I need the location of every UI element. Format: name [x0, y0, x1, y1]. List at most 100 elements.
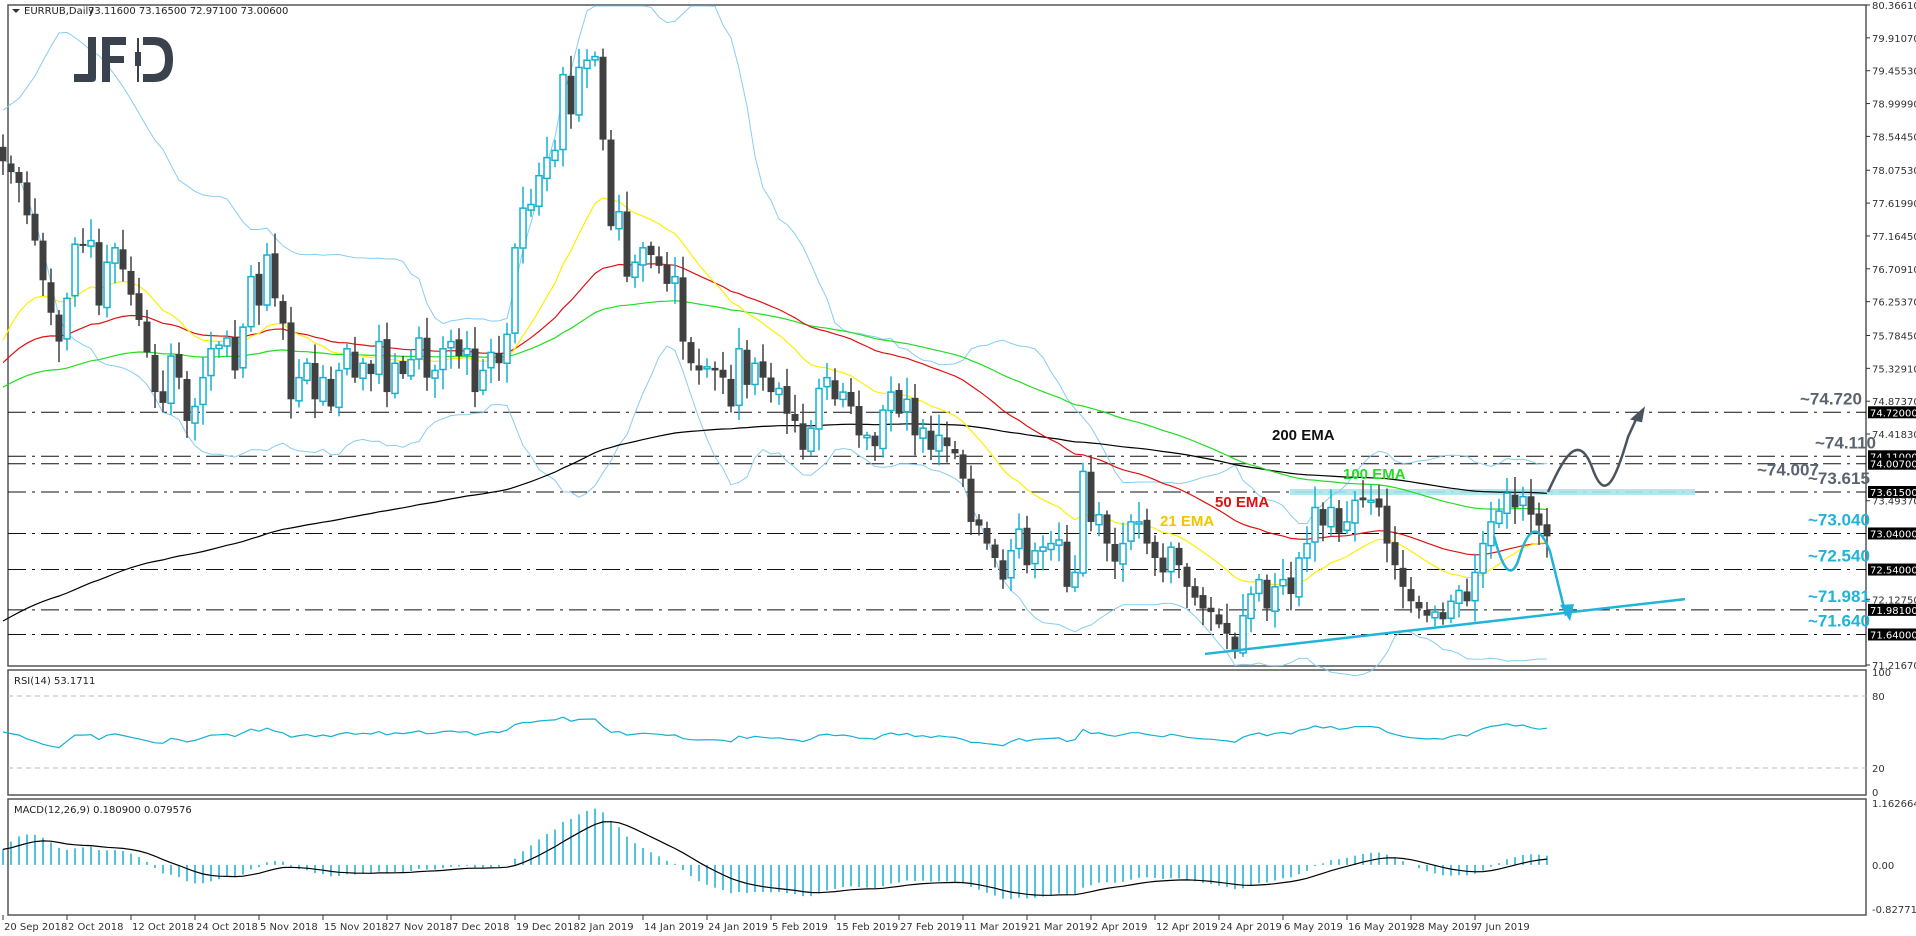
date-tick: 5 Feb 2019: [772, 922, 828, 933]
bear-candle: [327, 366, 335, 412]
ema-label: 50 EMA: [1215, 494, 1269, 511]
bear-candle: [719, 351, 727, 395]
bull-candle: [319, 365, 327, 406]
bear-candle: [1087, 455, 1095, 532]
bear-candle: [767, 362, 775, 403]
bear-candle: [383, 322, 391, 408]
bull-candle: [191, 398, 199, 441]
level-price-tag: 71.98100: [1868, 603, 1916, 617]
bear-candle: [175, 342, 183, 390]
bull-candle: [519, 186, 527, 264]
bear-candle: [471, 327, 479, 408]
bear-candle: [351, 336, 359, 383]
level-price-tag: 74.00700: [1868, 457, 1916, 471]
macd-title: MACD(12,26,9) 0.180900 0.079576: [14, 805, 192, 816]
bull-candle: [391, 353, 399, 399]
bear-candle: [1527, 479, 1535, 535]
rsi-line: [2, 716, 1548, 749]
bear-candle: [1463, 578, 1471, 607]
bear-candle: [791, 394, 799, 433]
bear-candle: [991, 538, 999, 568]
bear-candle: [151, 343, 159, 408]
scenario-arrows[interactable]: [1492, 406, 1645, 622]
bull-candle: [1279, 558, 1287, 595]
macd-signal-line: [2, 821, 1548, 896]
level-price-tag: 73.04000: [1868, 527, 1916, 540]
price-tick: 79.45530: [1872, 67, 1916, 78]
level-label: ~73.615: [1808, 469, 1870, 488]
main-panel: [7, 4, 1867, 667]
ohlc-values: 73.11600 73.16500 72.97100 73.00600: [88, 6, 288, 17]
bull-candle: [303, 358, 311, 385]
bull-candle: [215, 341, 223, 358]
macd-indicator: 1.162664 0.00 -0.827713: [2, 799, 1916, 916]
bullish-scenario-arrow[interactable]: [1546, 418, 1638, 493]
bearish-scenario-arrow[interactable]: [1492, 530, 1568, 617]
bull-candle: [239, 323, 247, 378]
bull-candle: [1015, 513, 1023, 559]
bull-candle: [631, 254, 639, 288]
bear-candle: [1103, 510, 1111, 562]
bull-candle: [295, 359, 303, 408]
bull-candle: [63, 292, 71, 351]
support-trendline[interactable]: [1204, 597, 1686, 656]
bull-candle: [343, 342, 351, 376]
bull-candle: [447, 329, 455, 369]
price-tick: 72.12750: [1872, 595, 1916, 606]
ema200-line: [2, 423, 1548, 622]
bull-candle: [415, 326, 423, 370]
collapse-triangle-icon[interactable]: [12, 9, 20, 13]
bull-candle: [247, 265, 255, 332]
bear-candle: [55, 310, 63, 363]
bull-candle: [575, 48, 583, 122]
svg-text:74.72000: 74.72000: [1870, 408, 1916, 419]
date-tick: 6 May 2019: [1284, 922, 1343, 933]
price-tick: 75.32910: [1872, 364, 1916, 375]
bear-candle: [607, 129, 615, 231]
bear-candle: [127, 256, 135, 306]
bull-candle: [1519, 486, 1527, 521]
arrow-down-head-icon: [1560, 604, 1574, 622]
level-label: ~74.720: [1800, 389, 1862, 408]
date-tick: 12 Oct 2018: [132, 922, 194, 933]
bull-candle: [1007, 538, 1015, 591]
bull-candle: [935, 414, 943, 466]
bear-candle: [647, 241, 655, 269]
bear-candle: [871, 431, 879, 461]
bull-candle: [815, 378, 823, 451]
bull-candle: [1303, 526, 1311, 573]
level-label: ~71.640: [1808, 611, 1870, 630]
date-tick: 7 Jun 2019: [1476, 922, 1530, 933]
bear-candle: [1151, 535, 1159, 576]
bollinger-upper: [2, 5, 1548, 524]
level-price-tag: 74.72000: [1868, 406, 1916, 419]
bear-candle: [695, 348, 703, 385]
bear-candle: [1023, 515, 1031, 574]
trendline[interactable]: [1204, 597, 1686, 656]
bear-candle: [983, 521, 991, 550]
bull-candle: [1327, 489, 1335, 537]
bull-candle: [1255, 573, 1263, 602]
price-tick: 79.91070: [1872, 34, 1916, 45]
date-tick: 7 Dec 2018: [452, 922, 510, 933]
bear-candle: [975, 514, 983, 536]
horizontal-levels[interactable]: 74.7200074.1100074.0070073.6150073.04000…: [8, 406, 1916, 641]
price-axis: 80.36610 79.91070 79.45530 78.99990 78.54450…: [1866, 1, 1916, 672]
bear-candle: [311, 344, 319, 419]
level-label: ~72.540: [1808, 547, 1870, 566]
bear-candle: [1535, 502, 1543, 545]
price-tick: 74.41830: [1872, 430, 1916, 441]
bull-candle: [1503, 477, 1511, 529]
macd-tick: 1.162664: [1872, 799, 1916, 810]
bull-candle: [1351, 491, 1359, 542]
bear-candle: [1319, 502, 1327, 542]
bear-candle: [255, 262, 263, 325]
svg-text:71.64000: 71.64000: [1870, 630, 1916, 641]
bull-candle: [1495, 498, 1503, 529]
bull-candle: [751, 357, 759, 396]
bear-candle: [183, 371, 191, 438]
bull-candle: [1135, 501, 1143, 539]
bull-candle: [1047, 531, 1055, 561]
